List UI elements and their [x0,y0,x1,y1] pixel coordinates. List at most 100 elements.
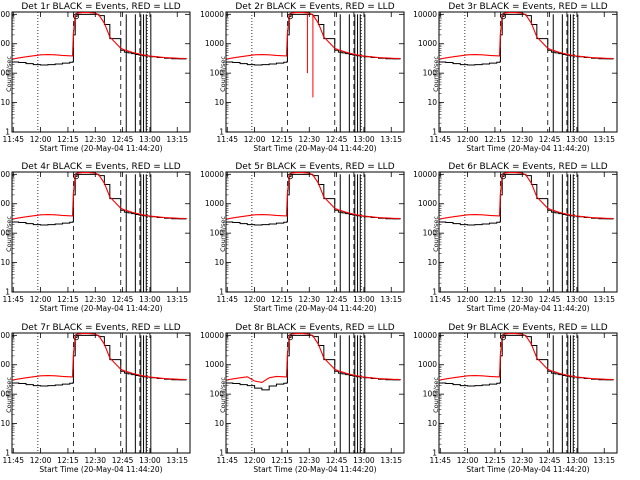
panel-title: Det 5r BLACK = Events, RED = LLD [235,162,394,172]
x-tick-label: 11:45 [216,135,238,144]
plot-frame [438,332,618,454]
x-tick-label: 12:15 [271,295,293,304]
x-tick-label: 11:45 [2,295,24,304]
y-tick-label: 10 [0,98,10,107]
x-tick-label: 12:15 [484,456,506,465]
x-tick-label: 12:45 [326,456,348,465]
y-tick-label: 100 [423,69,438,78]
y-tick-label: 10 [214,98,224,107]
panel-title: Det 8r BLACK = Events, RED = LLD [235,323,394,333]
plot-area [12,172,187,292]
x-axis-label: Start Time (20-May-04 11:44:20) [253,304,376,313]
lld-series-line [226,333,401,384]
y-tick-label: 1 [219,128,224,137]
peak-marker [73,173,80,180]
plot-area [12,333,187,453]
x-tick-label: 11:45 [2,456,24,465]
x-axis-label: Start Time (20-May-04 11:44:20) [466,144,589,153]
x-tick-label: 12:45 [326,295,348,304]
x-tick-label: 12:00 [457,135,479,144]
x-tick-label: 12:30 [84,295,106,304]
x-tick-label: 12:15 [57,135,79,144]
peak-marker [73,13,80,20]
x-tick-label: 12:45 [112,295,134,304]
x-axis-label: Start Time (20-May-04 11:44:20) [39,465,162,474]
y-tick-label: 10000 [200,170,224,179]
y-tick-label: 10000 [413,331,437,340]
plot-area [439,172,614,292]
plot-area [439,333,614,453]
panel-det-4: Det 4r BLACK = Events, RED = LLD 1 10 100 10… [0,162,191,313]
y-axis-label: Counts/sec [219,377,227,413]
panel-det-9: Det 9r BLACK = Events, RED = LLD 1 10 100 10… [413,323,618,474]
y-axis-label: Counts/sec [5,216,13,252]
panel-title: Det 9r BLACK = Events, RED = LLD [448,323,607,333]
events-series-line [439,334,614,387]
x-tick-label: 11:45 [429,295,451,304]
peak-marker [500,334,507,341]
peak-marker [287,13,294,20]
y-tick-label: 10 [0,419,10,428]
y-tick-label: 1000 [0,360,10,369]
x-tick-label: 12:30 [298,456,320,465]
panel-det-2: Det 2r BLACK = Events, RED = LLD 1 10 100 10… [200,2,405,153]
y-axis-label: Counts/sec [219,56,227,92]
x-tick-label: 13:15 [166,456,188,465]
y-tick-label: 1000 [205,360,224,369]
x-tick-label: 12:30 [298,135,320,144]
y-tick-label: 1 [5,128,10,137]
plot-area [226,12,401,132]
y-tick-label: 10000 [413,10,437,19]
events-series-line [12,173,187,226]
y-tick-label: 100 [0,229,10,238]
x-axis-label: Start Time (20-May-04 11:44:20) [39,304,162,313]
x-tick-label: 13:15 [380,135,402,144]
y-tick-label: 10000 [0,170,10,179]
panel-det-1: Det 1r BLACK = Events, RED = LLD 1 10 100 10… [0,2,191,153]
lld-series-line [439,172,614,220]
y-tick-label: 10000 [413,170,437,179]
y-tick-label: 10 [214,419,224,428]
lld-series-line [439,333,614,381]
panel-det-6: Det 6r BLACK = Events, RED = LLD 1 10 100 10… [413,162,618,313]
plot-frame [225,332,405,454]
y-tick-label: 10000 [0,331,10,340]
y-tick-label: 100 [423,229,438,238]
x-tick-label: 12:45 [539,135,561,144]
panel-title: Det 2r BLACK = Events, RED = LLD [235,2,394,12]
y-tick-label: 100 [423,390,438,399]
x-tick-label: 13:00 [139,135,161,144]
events-series-line [12,334,187,387]
x-tick-label: 13:15 [380,295,402,304]
x-tick-label: 12:00 [457,456,479,465]
x-tick-label: 11:45 [2,135,24,144]
y-axis-label: Counts/sec [219,216,227,252]
events-series-line [226,173,401,226]
events-series-line [439,13,614,66]
plot-frame [438,11,618,133]
plot-frame [225,171,405,293]
x-axis-label: Start Time (20-May-04 11:44:20) [39,144,162,153]
lld-series-line [12,333,187,381]
events-series-line [439,173,614,226]
panel-det-8: Det 8r BLACK = Events, RED = LLD 1 10 100 10… [200,323,405,474]
x-tick-label: 13:00 [566,456,588,465]
peak-marker [73,334,80,341]
x-tick-label: 12:00 [30,295,52,304]
y-tick-label: 1 [5,288,10,297]
x-tick-label: 12:30 [511,295,533,304]
y-tick-label: 100 [0,390,10,399]
lld-series-line [12,12,187,60]
x-tick-label: 11:45 [429,456,451,465]
x-tick-label: 12:00 [244,135,266,144]
peak-marker [287,173,294,180]
lld-series-line [226,172,401,220]
panel-title: Det 4r BLACK = Events, RED = LLD [21,162,180,172]
plot-frame [438,171,618,293]
x-tick-label: 12:00 [457,295,479,304]
x-tick-label: 12:30 [84,456,106,465]
x-tick-label: 13:15 [166,295,188,304]
y-axis-label: Counts/sec [5,377,13,413]
x-tick-label: 13:00 [353,456,375,465]
